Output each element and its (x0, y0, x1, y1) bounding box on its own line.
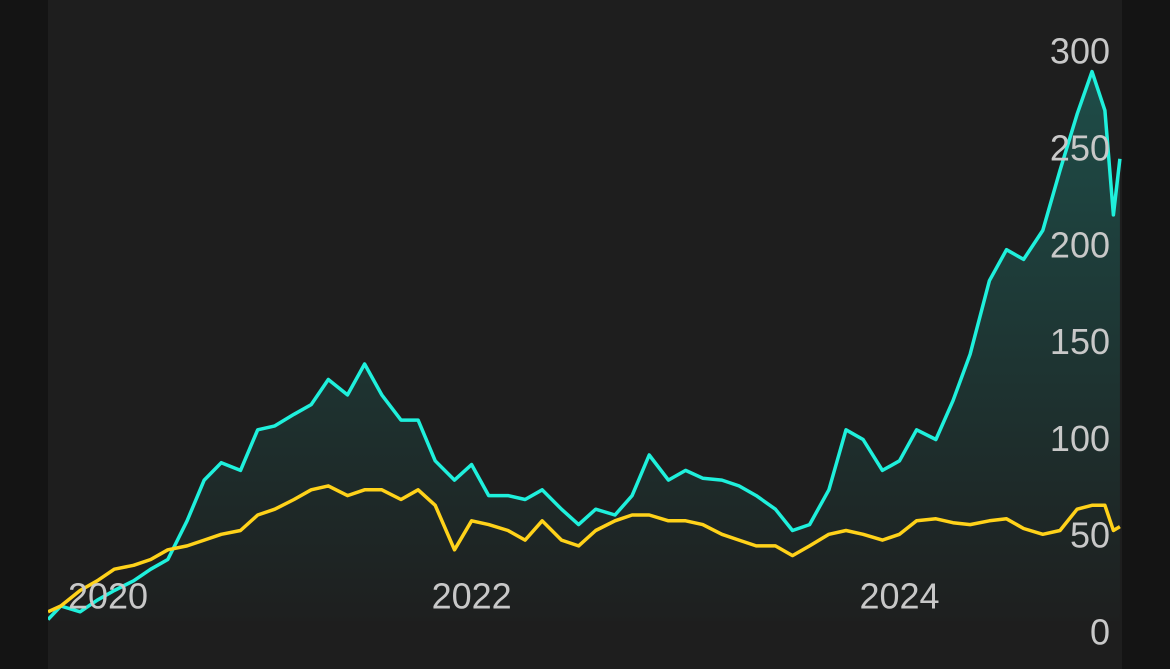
x-tick-label: 2022 (432, 576, 512, 617)
line (48, 484, 1121, 614)
axis-labels: 0 50 100 150 200 250 300 2020 2022 2024 (68, 31, 1110, 653)
line (48, 69, 1122, 621)
y-tick-label: 250 (1050, 128, 1110, 169)
y-tick-label: 200 (1050, 224, 1110, 265)
x-tick-label: 2024 (859, 576, 939, 617)
area-fill (48, 71, 1120, 621)
y-tick-label: 0 (1090, 612, 1110, 653)
y-tick-label: 150 (1050, 321, 1110, 362)
plot-area (48, 69, 1122, 621)
y-tick-label: 300 (1050, 31, 1110, 72)
x-tick-label: 2020 (68, 576, 148, 617)
y-tick-label: 50 (1070, 515, 1110, 556)
y-tick-label: 100 (1050, 418, 1110, 459)
